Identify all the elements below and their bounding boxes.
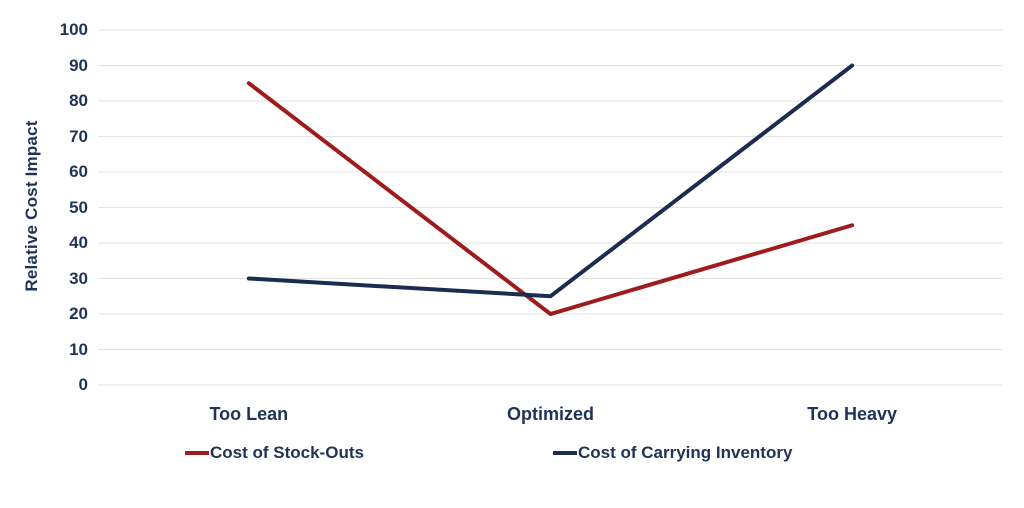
legend-entry: Cost of Carrying Inventory [553, 443, 792, 463]
y-tick-label: 50 [69, 197, 88, 217]
y-tick-label: 40 [69, 233, 88, 252]
y-tick-label: 30 [69, 268, 88, 288]
legend-entry: Cost of Stock-Outs [185, 443, 364, 463]
y-tick-label: 0 [78, 375, 88, 394]
x-category-label: Too Lean [209, 404, 289, 424]
y-tick-label: 70 [69, 126, 88, 146]
y-tick-label: 20 [69, 304, 88, 323]
x-category-label: Too Heavy [807, 404, 897, 424]
series-line-0 [246, 81, 855, 317]
x-category-label: Optimized [506, 404, 594, 424]
legend-line-marker-icon [185, 451, 209, 455]
y-tick-label: 100 [59, 20, 88, 39]
series-line-1 [246, 63, 855, 299]
legend-line-marker-icon [553, 451, 577, 455]
y-tick-label: 80 [69, 91, 88, 110]
y-tick-label: 60 [69, 162, 88, 181]
legend-label: Cost of Stock-Outs [210, 443, 364, 462]
y-tick-label: 10 [69, 339, 88, 359]
legend-label: Cost of Carrying Inventory [578, 443, 793, 462]
y-tick-label: 90 [69, 55, 88, 75]
